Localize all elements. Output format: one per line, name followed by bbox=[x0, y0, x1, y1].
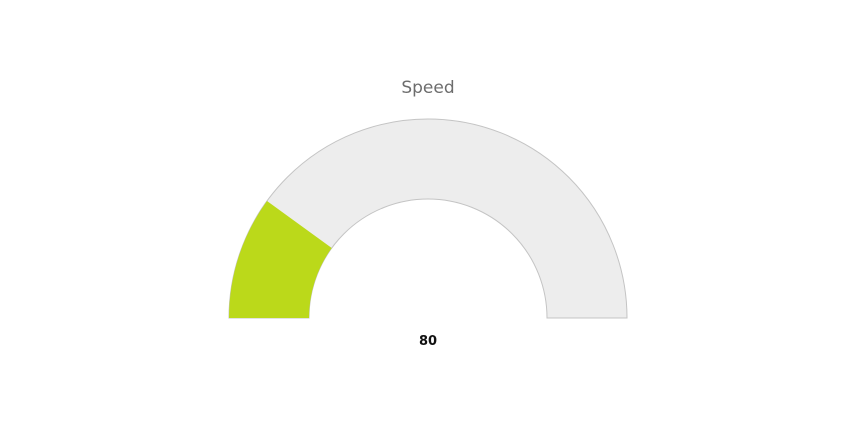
gauge-track bbox=[228, 118, 628, 319]
chart-title: Speed bbox=[401, 78, 454, 98]
gauge-value-label: 80 bbox=[419, 334, 437, 349]
gauge-value-arc bbox=[229, 201, 332, 318]
